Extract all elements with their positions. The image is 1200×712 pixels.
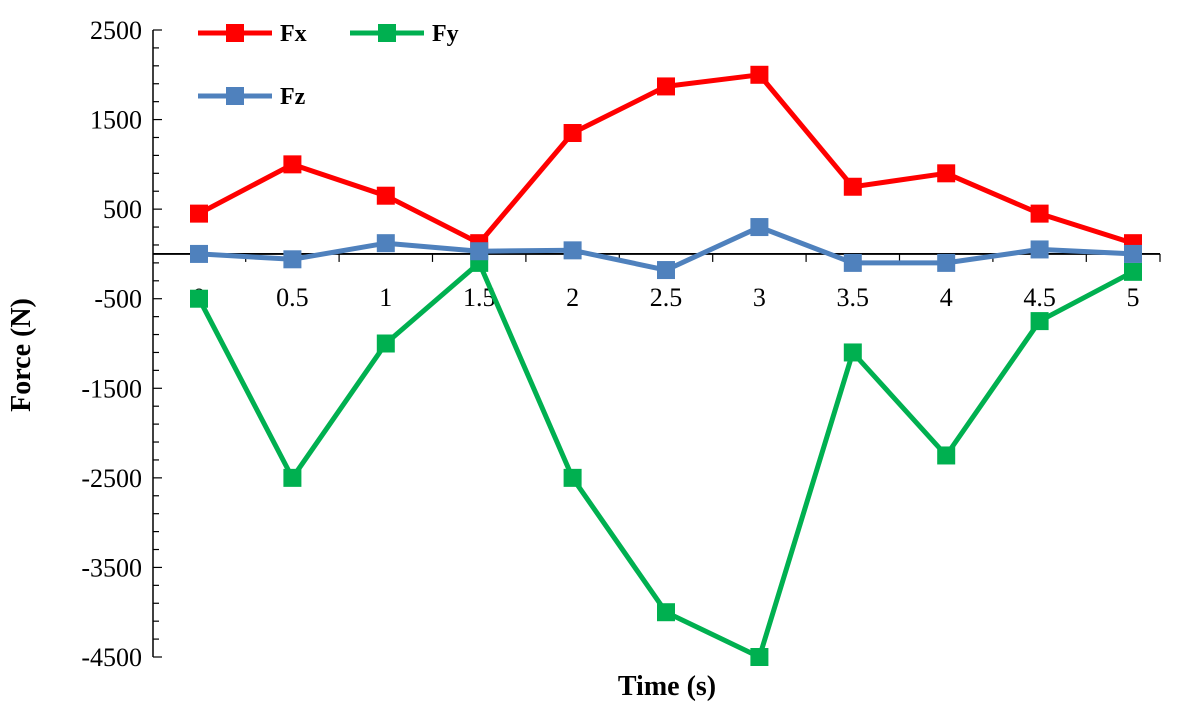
data-point-fy [937,446,956,465]
series-fy [190,253,1142,666]
data-point-fz [470,242,489,261]
data-point-fx [376,186,395,205]
data-point-fz [376,234,395,253]
x-tick-label: 0.5 [276,283,309,312]
y-tick-label: 2500 [90,16,142,45]
y-axis-title: Force (N) [6,298,37,412]
data-point-fz [563,241,582,260]
legend-item-fz: Fz [198,84,306,110]
data-point-fz [937,253,956,272]
legend-label: Fx [280,21,307,47]
data-point-fx [657,77,675,96]
x-axis: 00.511.522.533.544.55 [153,253,1161,312]
data-point-fy [283,468,302,487]
x-tick-label: 1 [379,283,392,312]
data-point-fy [1124,262,1142,281]
series-line-fy [196,260,1135,660]
data-point-fz [1124,244,1142,263]
data-point-fx [1030,204,1049,223]
data-point-fy [190,289,208,308]
data-point-fy [843,343,862,362]
data-point-fz [750,218,769,237]
legend-swatch-marker [378,24,396,42]
series-line-fx [197,72,1134,246]
legend-item-fx: Fx [198,21,307,47]
y-tick-label: 1500 [90,106,142,135]
y-tick-label: -500 [94,285,142,314]
data-point-fz [190,244,208,263]
x-axis-title: Time (s) [618,671,716,702]
series-layer [190,65,1142,666]
y-axis: 2500 1500 500 -500 -1500 -2500 -3500 -4500 [81,16,162,672]
y-tick-label: -3500 [81,553,142,582]
x-tick-label: 4.5 [1023,283,1056,312]
series-fx [190,65,1142,253]
x-tick-label: 3.5 [837,283,870,312]
x-tick-label: 3 [753,283,766,312]
data-point-fx [190,204,208,223]
y-tick-label: -2500 [81,464,142,493]
x-tick-label: 2 [566,283,579,312]
y-tick-label: -1500 [81,374,142,403]
x-tick-label: 2.5 [650,283,683,312]
legend: Fx Fy Fz [198,21,459,110]
x-tick-label: 5 [1127,283,1140,312]
legend-swatch-marker [226,24,244,42]
x-tick-label: 4 [940,283,953,312]
legend-item-fy: Fy [350,21,459,47]
data-point-fx [750,65,769,84]
data-point-fy [376,334,395,353]
y-tick-label: 500 [103,195,142,224]
data-point-fy [1030,312,1049,331]
data-point-fy [563,468,582,487]
data-point-fz [1030,240,1049,259]
data-point-fz [283,250,302,269]
legend-label: Fy [432,21,459,47]
data-point-fz [843,253,862,272]
data-point-fx [843,177,862,196]
series-fz [190,218,1142,280]
data-point-fx [937,164,956,183]
data-point-fx [563,124,582,143]
data-point-fz [657,261,675,280]
data-point-fy [657,603,675,622]
data-point-fy [750,648,769,666]
y-tick-label: -4500 [81,643,142,672]
data-point-fx [283,155,302,174]
legend-label: Fz [280,84,306,110]
legend-swatch-marker [226,87,244,105]
